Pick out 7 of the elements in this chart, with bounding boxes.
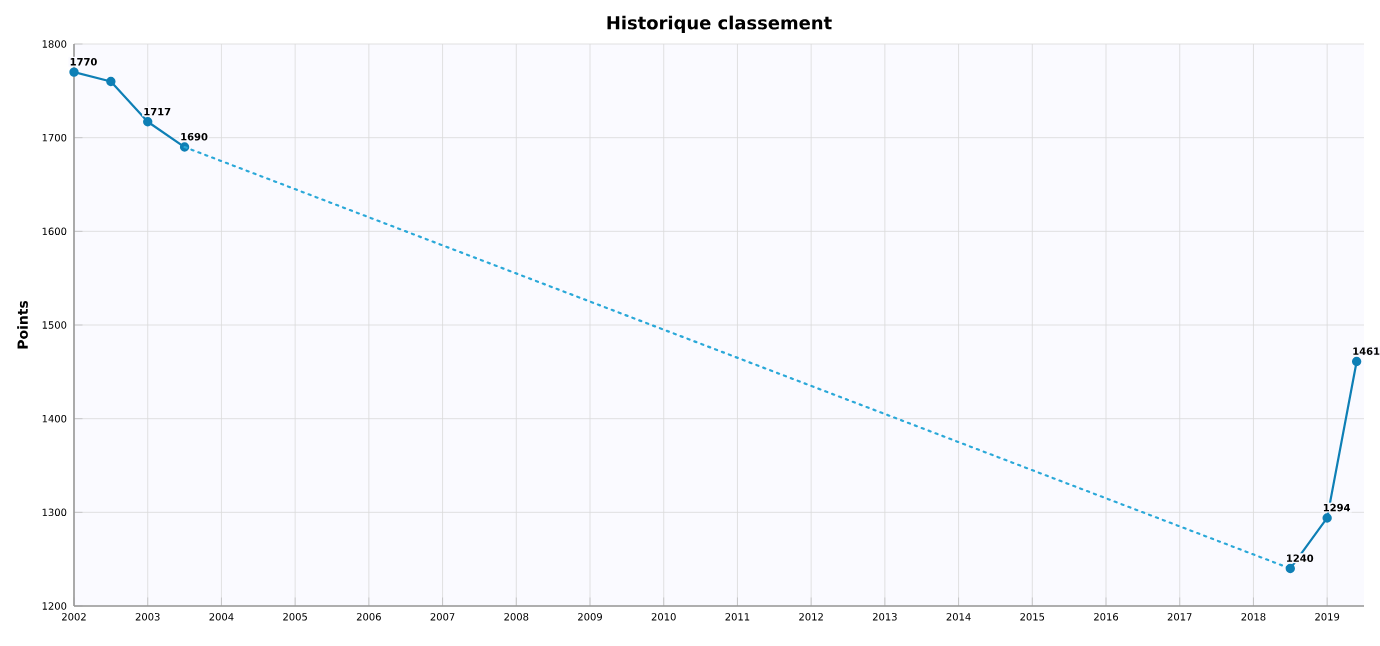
point: [69, 67, 79, 77]
point: [1322, 513, 1332, 523]
point: [1351, 356, 1362, 367]
point: [143, 117, 153, 127]
point: [106, 76, 116, 87]
chart-title: Historique classement: [607, 15, 832, 33]
point: [1285, 563, 1295, 574]
